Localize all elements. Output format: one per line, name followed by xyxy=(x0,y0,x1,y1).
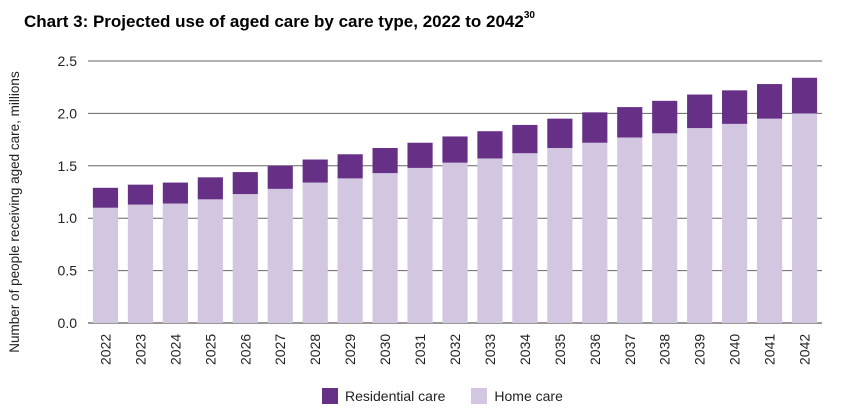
bar-home-care-2027 xyxy=(267,188,293,323)
x-tick-label: 2029 xyxy=(342,334,358,365)
bar-residential-care-2035 xyxy=(547,118,573,148)
bar-home-care-2034 xyxy=(512,153,538,323)
bar-residential-care-2024 xyxy=(162,182,188,204)
bar-residential-care-2031 xyxy=(407,142,433,168)
x-tick-label: 2022 xyxy=(97,334,113,365)
x-tick-label: 2028 xyxy=(307,334,323,365)
x-tick-label: 2037 xyxy=(622,334,638,365)
y-tick-label: 2.0 xyxy=(58,105,78,121)
x-tick-label: 2030 xyxy=(377,334,393,365)
bar-home-care-2040 xyxy=(722,123,748,323)
bar-residential-care-2033 xyxy=(477,131,503,159)
legend-swatch-residential-care xyxy=(322,388,338,404)
chart-title-text: Chart 3: Projected use of aged care by c… xyxy=(24,12,524,31)
bar-residential-care-2026 xyxy=(232,172,258,195)
bar-residential-care-2027 xyxy=(267,165,293,189)
bar-home-care-2029 xyxy=(337,178,363,323)
x-tick-label: 2023 xyxy=(132,334,148,365)
bar-home-care-2028 xyxy=(302,182,328,323)
x-tick-label: 2033 xyxy=(482,334,498,365)
bar-residential-care-2022 xyxy=(92,187,119,208)
bar-residential-care-2034 xyxy=(512,124,538,154)
bar-home-care-2039 xyxy=(687,128,713,323)
bar-home-care-2032 xyxy=(442,162,468,323)
bar-home-care-2036 xyxy=(582,142,608,323)
bars xyxy=(92,77,818,324)
bar-residential-care-2029 xyxy=(337,154,363,179)
x-tick-label: 2027 xyxy=(272,334,288,365)
x-tick-label: 2031 xyxy=(412,334,428,365)
bar-residential-care-2042 xyxy=(791,77,818,114)
y-tick-label: 0.0 xyxy=(58,315,78,331)
bar-home-care-2037 xyxy=(617,137,643,323)
y-tick-labels: 0.0 0.5 1.0 1.5 2.0 2.5 xyxy=(58,53,78,331)
bar-residential-care-2040 xyxy=(722,90,748,124)
bar-home-care-2030 xyxy=(372,173,398,323)
bar-home-care-2024 xyxy=(162,203,188,323)
legend: Residential care Home care xyxy=(322,388,589,404)
x-tick-label: 2036 xyxy=(587,334,603,365)
bar-residential-care-2023 xyxy=(127,184,154,205)
x-tick-label: 2026 xyxy=(237,334,253,365)
bar-home-care-2041 xyxy=(756,118,783,323)
bar-residential-care-2036 xyxy=(582,112,608,143)
x-tick-label: 2039 xyxy=(692,334,708,365)
bar-residential-care-2025 xyxy=(197,177,223,200)
legend-item-residential-care: Residential care xyxy=(322,388,445,404)
y-tick-label: 1.5 xyxy=(58,158,78,174)
bar-home-care-2042 xyxy=(791,113,818,324)
bar-home-care-2038 xyxy=(652,133,678,323)
bar-home-care-2025 xyxy=(197,199,223,323)
title-footnote: 30 xyxy=(523,10,535,22)
x-tick-label: 2038 xyxy=(657,334,673,365)
x-tick-label: 2034 xyxy=(517,334,533,365)
bar-residential-care-2028 xyxy=(302,159,328,183)
bar-home-care-2035 xyxy=(547,147,573,323)
x-tick-label: 2025 xyxy=(202,334,218,365)
bar-home-care-2023 xyxy=(127,204,154,323)
bar-residential-care-2032 xyxy=(442,136,468,163)
y-tick-label: 0.5 xyxy=(58,263,78,279)
x-tick-label: 2035 xyxy=(552,334,568,365)
bar-home-care-2026 xyxy=(232,194,258,323)
bar-home-care-2022 xyxy=(92,207,119,323)
legend-label-home-care: Home care xyxy=(494,388,563,404)
x-tick-label: 2024 xyxy=(167,334,183,365)
x-tick-label: 2042 xyxy=(797,334,813,365)
chart-title: Chart 3: Projected use of aged care by c… xyxy=(24,10,535,32)
y-axis-label: Number of people receiving aged care, mi… xyxy=(7,71,22,353)
bar-home-care-2031 xyxy=(407,167,433,323)
x-tick-label: 2032 xyxy=(447,334,463,365)
legend-swatch-home-care xyxy=(471,388,488,404)
bar-residential-care-2037 xyxy=(617,107,643,138)
y-tick-label: 2.5 xyxy=(58,53,78,69)
y-tick-label: 1.0 xyxy=(58,210,78,226)
x-tick-label: 2041 xyxy=(762,334,778,365)
bar-residential-care-2038 xyxy=(652,100,678,134)
bar-home-care-2033 xyxy=(477,158,503,323)
x-tick-label: 2040 xyxy=(727,334,743,365)
legend-item-home-care: Home care xyxy=(471,388,563,404)
bar-residential-care-2041 xyxy=(756,84,783,119)
x-tick-labels: 2022 2023 2024 2025 2026 2027 2028 2029 2030 2031… xyxy=(97,334,812,365)
bar-residential-care-2030 xyxy=(372,147,398,174)
bar-residential-care-2039 xyxy=(687,94,713,129)
legend-label-residential-care: Residential care xyxy=(345,388,446,404)
